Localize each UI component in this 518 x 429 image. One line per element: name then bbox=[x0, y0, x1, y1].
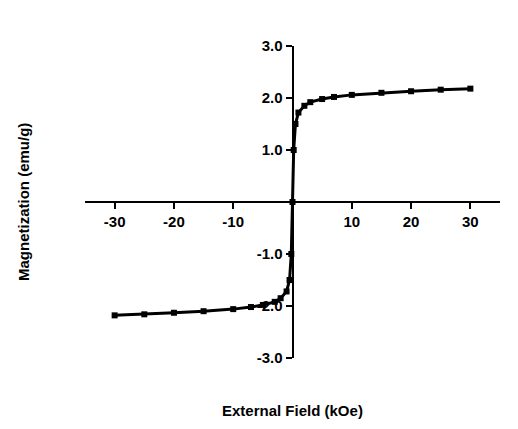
svg-text:2.0: 2.0 bbox=[262, 89, 283, 106]
svg-text:-3.0: -3.0 bbox=[257, 349, 283, 366]
svg-text:-10: -10 bbox=[222, 213, 244, 230]
svg-text:Magnetization (emu/g): Magnetization (emu/g) bbox=[15, 123, 32, 281]
svg-text:10: 10 bbox=[343, 213, 360, 230]
svg-text:3.0: 3.0 bbox=[262, 37, 283, 54]
svg-text:-20: -20 bbox=[163, 213, 185, 230]
svg-text:20: 20 bbox=[403, 213, 420, 230]
svg-text:-2.0: -2.0 bbox=[257, 297, 283, 314]
svg-text:-1.0: -1.0 bbox=[257, 245, 283, 262]
svg-text:1.0: 1.0 bbox=[262, 141, 283, 158]
svg-text:-30: -30 bbox=[104, 213, 126, 230]
svg-text:External Field (kOe): External Field (kOe) bbox=[222, 402, 363, 419]
svg-text:30: 30 bbox=[462, 213, 479, 230]
